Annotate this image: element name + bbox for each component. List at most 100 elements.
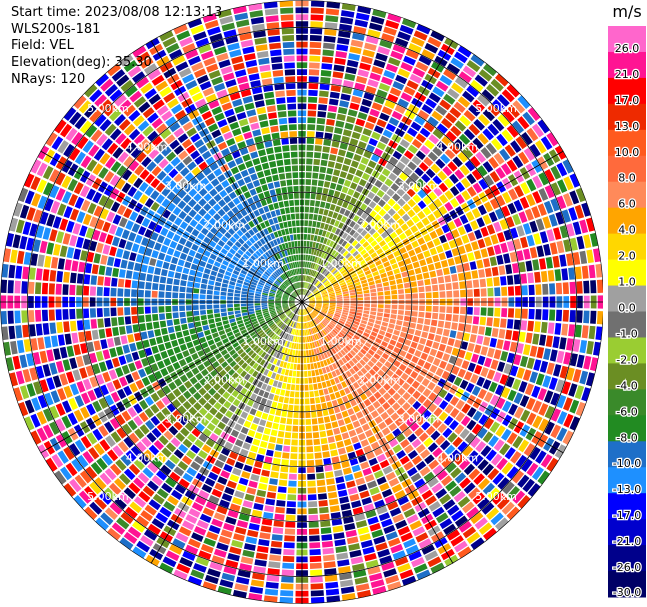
velocity-gate [42, 269, 50, 281]
velocity-gate [526, 397, 536, 411]
velocity-gate [273, 350, 278, 358]
velocity-gate [418, 55, 432, 66]
velocity-gate [282, 332, 287, 339]
velocity-gate [163, 430, 174, 441]
velocity-gate [293, 315, 297, 321]
velocity-gate [479, 278, 487, 288]
velocity-gate [326, 314, 333, 318]
velocity-gate [134, 332, 142, 342]
velocity-gate [483, 391, 494, 403]
velocity-gate [227, 219, 235, 227]
velocity-gate [353, 471, 363, 479]
velocity-gate [172, 312, 179, 319]
velocity-gate [345, 226, 352, 234]
velocity-gate [295, 275, 299, 282]
velocity-gate [363, 197, 372, 206]
velocity-gate [240, 89, 252, 98]
velocity-gate [258, 539, 270, 547]
velocity-gate [453, 491, 466, 503]
velocity-gate [391, 334, 399, 341]
velocity-gate [269, 275, 276, 281]
velocity-gate [296, 261, 300, 268]
velocity-gate [231, 372, 239, 380]
velocity-gate [334, 127, 343, 135]
velocity-gate [325, 231, 331, 238]
velocity-gate [285, 279, 290, 286]
velocity-gate [94, 477, 107, 490]
velocity-gate [255, 260, 262, 266]
velocity-gate [299, 309, 301, 315]
velocity-gate [468, 468, 481, 481]
velocity-gate [347, 267, 354, 273]
velocity-gate [471, 423, 482, 435]
velocity-gate [203, 57, 216, 67]
velocity-gate [307, 306, 312, 311]
velocity-gate [150, 201, 160, 212]
velocity-gate [492, 119, 505, 132]
velocity-gate [312, 356, 316, 363]
velocity-gate [321, 56, 334, 64]
velocity-gate [343, 416, 352, 425]
velocity-gate [503, 253, 511, 264]
velocity-gate [161, 187, 171, 197]
velocity-gate [326, 326, 332, 332]
velocity-gate [333, 532, 345, 540]
velocity-gate [404, 288, 411, 294]
velocity-gate [444, 190, 454, 200]
velocity-gate [303, 316, 306, 322]
velocity-gate [373, 148, 383, 157]
velocity-gate [463, 223, 473, 233]
velocity-gate [265, 498, 276, 506]
velocity-gate [337, 351, 344, 358]
velocity-gate [238, 118, 249, 127]
velocity-gate [182, 520, 195, 531]
velocity-gate [354, 344, 362, 351]
velocity-gate [327, 372, 333, 379]
velocity-gate [230, 277, 237, 283]
velocity-gate [261, 383, 268, 391]
velocity-gate [477, 165, 488, 177]
velocity-gate [335, 369, 341, 376]
velocity-gate [387, 387, 396, 396]
velocity-gate [514, 285, 521, 296]
velocity-gate [274, 327, 280, 333]
velocity-gate [369, 572, 383, 582]
velocity-gate [202, 428, 212, 437]
velocity-gate [127, 407, 137, 418]
velocity-gate [212, 332, 219, 339]
velocity-gate [358, 178, 367, 187]
velocity-gate [252, 194, 260, 203]
velocity-gate [325, 380, 332, 387]
velocity-gate [210, 178, 220, 187]
velocity-gate [133, 403, 143, 414]
velocity-gate [171, 339, 179, 348]
velocity-gate [264, 456, 273, 464]
velocity-gate [284, 62, 295, 69]
velocity-gate [364, 206, 373, 215]
velocity-gate [488, 211, 498, 223]
velocity-gate [432, 237, 441, 247]
velocity-gate [537, 388, 547, 401]
velocity-gate [35, 323, 43, 336]
velocity-gate [355, 118, 366, 127]
velocity-gate [428, 459, 440, 470]
velocity-gate [350, 414, 358, 422]
velocity-gate [506, 240, 515, 252]
velocity-gate [308, 262, 312, 268]
velocity-gate [186, 341, 194, 349]
velocity-gate [211, 465, 222, 475]
velocity-gate [291, 165, 298, 172]
velocity-gate [506, 352, 515, 364]
velocity-gate [311, 186, 317, 193]
velocity-gate [194, 182, 204, 192]
velocity-gate [291, 220, 296, 227]
velocity-gate [147, 523, 161, 535]
velocity-gate [369, 377, 377, 385]
velocity-gate [447, 88, 460, 100]
velocity-gate [266, 574, 280, 582]
velocity-gate [309, 299, 315, 301]
velocity-gate [193, 68, 207, 78]
velocity-gate [513, 274, 521, 285]
velocity-gate [202, 87, 215, 97]
velocity-gate [309, 48, 321, 55]
